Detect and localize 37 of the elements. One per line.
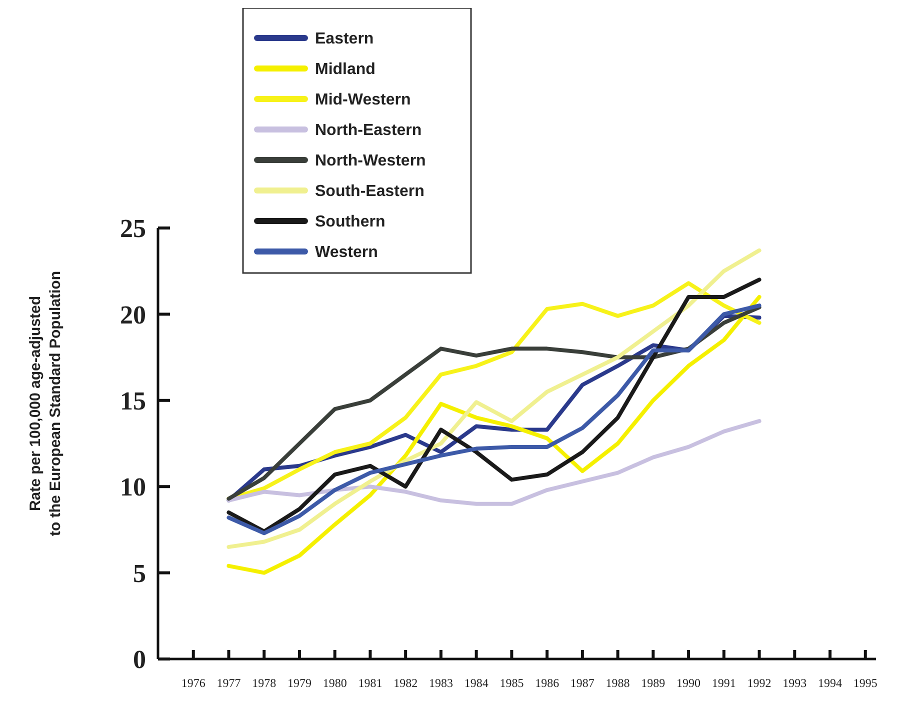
y-tick-label: 25 (120, 214, 146, 244)
x-tick-label: 1984 (464, 676, 488, 690)
legend-label: North-Western (315, 152, 426, 170)
x-tick-label: 1980 (322, 676, 347, 690)
x-tick-label: 1982 (394, 676, 418, 690)
x-tick-label: 1983 (428, 676, 453, 690)
x-tick-label: 1989 (641, 676, 666, 690)
legend-label: Eastern (315, 30, 374, 48)
legend-label: North-Eastern (315, 122, 422, 140)
x-tick-label: 1986 (535, 676, 560, 690)
x-tick-label: 1976 (181, 676, 206, 690)
x-tick-label: 1987 (570, 676, 594, 690)
y-axis-title: Rate per 100,000 age-adjusted to the European Standard Population (27, 270, 64, 536)
x-tick-label: 1988 (606, 676, 630, 690)
y-tick-label: 10 (120, 472, 146, 502)
y-tick-label: 15 (120, 386, 146, 416)
x-tick-label: 1995 (853, 676, 878, 690)
x-tick-label: 1977 (216, 676, 241, 690)
y-tick-label: 20 (120, 300, 146, 330)
y-tick-label: 5 (133, 558, 146, 588)
x-tick-label: 1994 (818, 676, 842, 690)
x-tick-label: 1990 (676, 676, 701, 690)
legend-label: Western (315, 244, 378, 262)
x-tick-label: 1992 (747, 676, 772, 690)
x-tick-label: 1981 (358, 676, 382, 690)
legend-label: Southern (315, 214, 386, 231)
x-tick-label: 1979 (287, 676, 312, 690)
legend-label: South-Eastern (315, 183, 424, 200)
line-series (226, 419, 762, 506)
legend-label: Mid-Western (315, 92, 411, 109)
x-tick-label: 1978 (252, 676, 276, 690)
x-tick-label: 1985 (500, 676, 524, 690)
line-series (226, 294, 762, 575)
x-tick-label: 1993 (782, 676, 807, 690)
x-tick-label: 1991 (712, 676, 736, 690)
y-tick-label: 0 (133, 645, 146, 674)
legend-label: Midland (315, 61, 376, 78)
